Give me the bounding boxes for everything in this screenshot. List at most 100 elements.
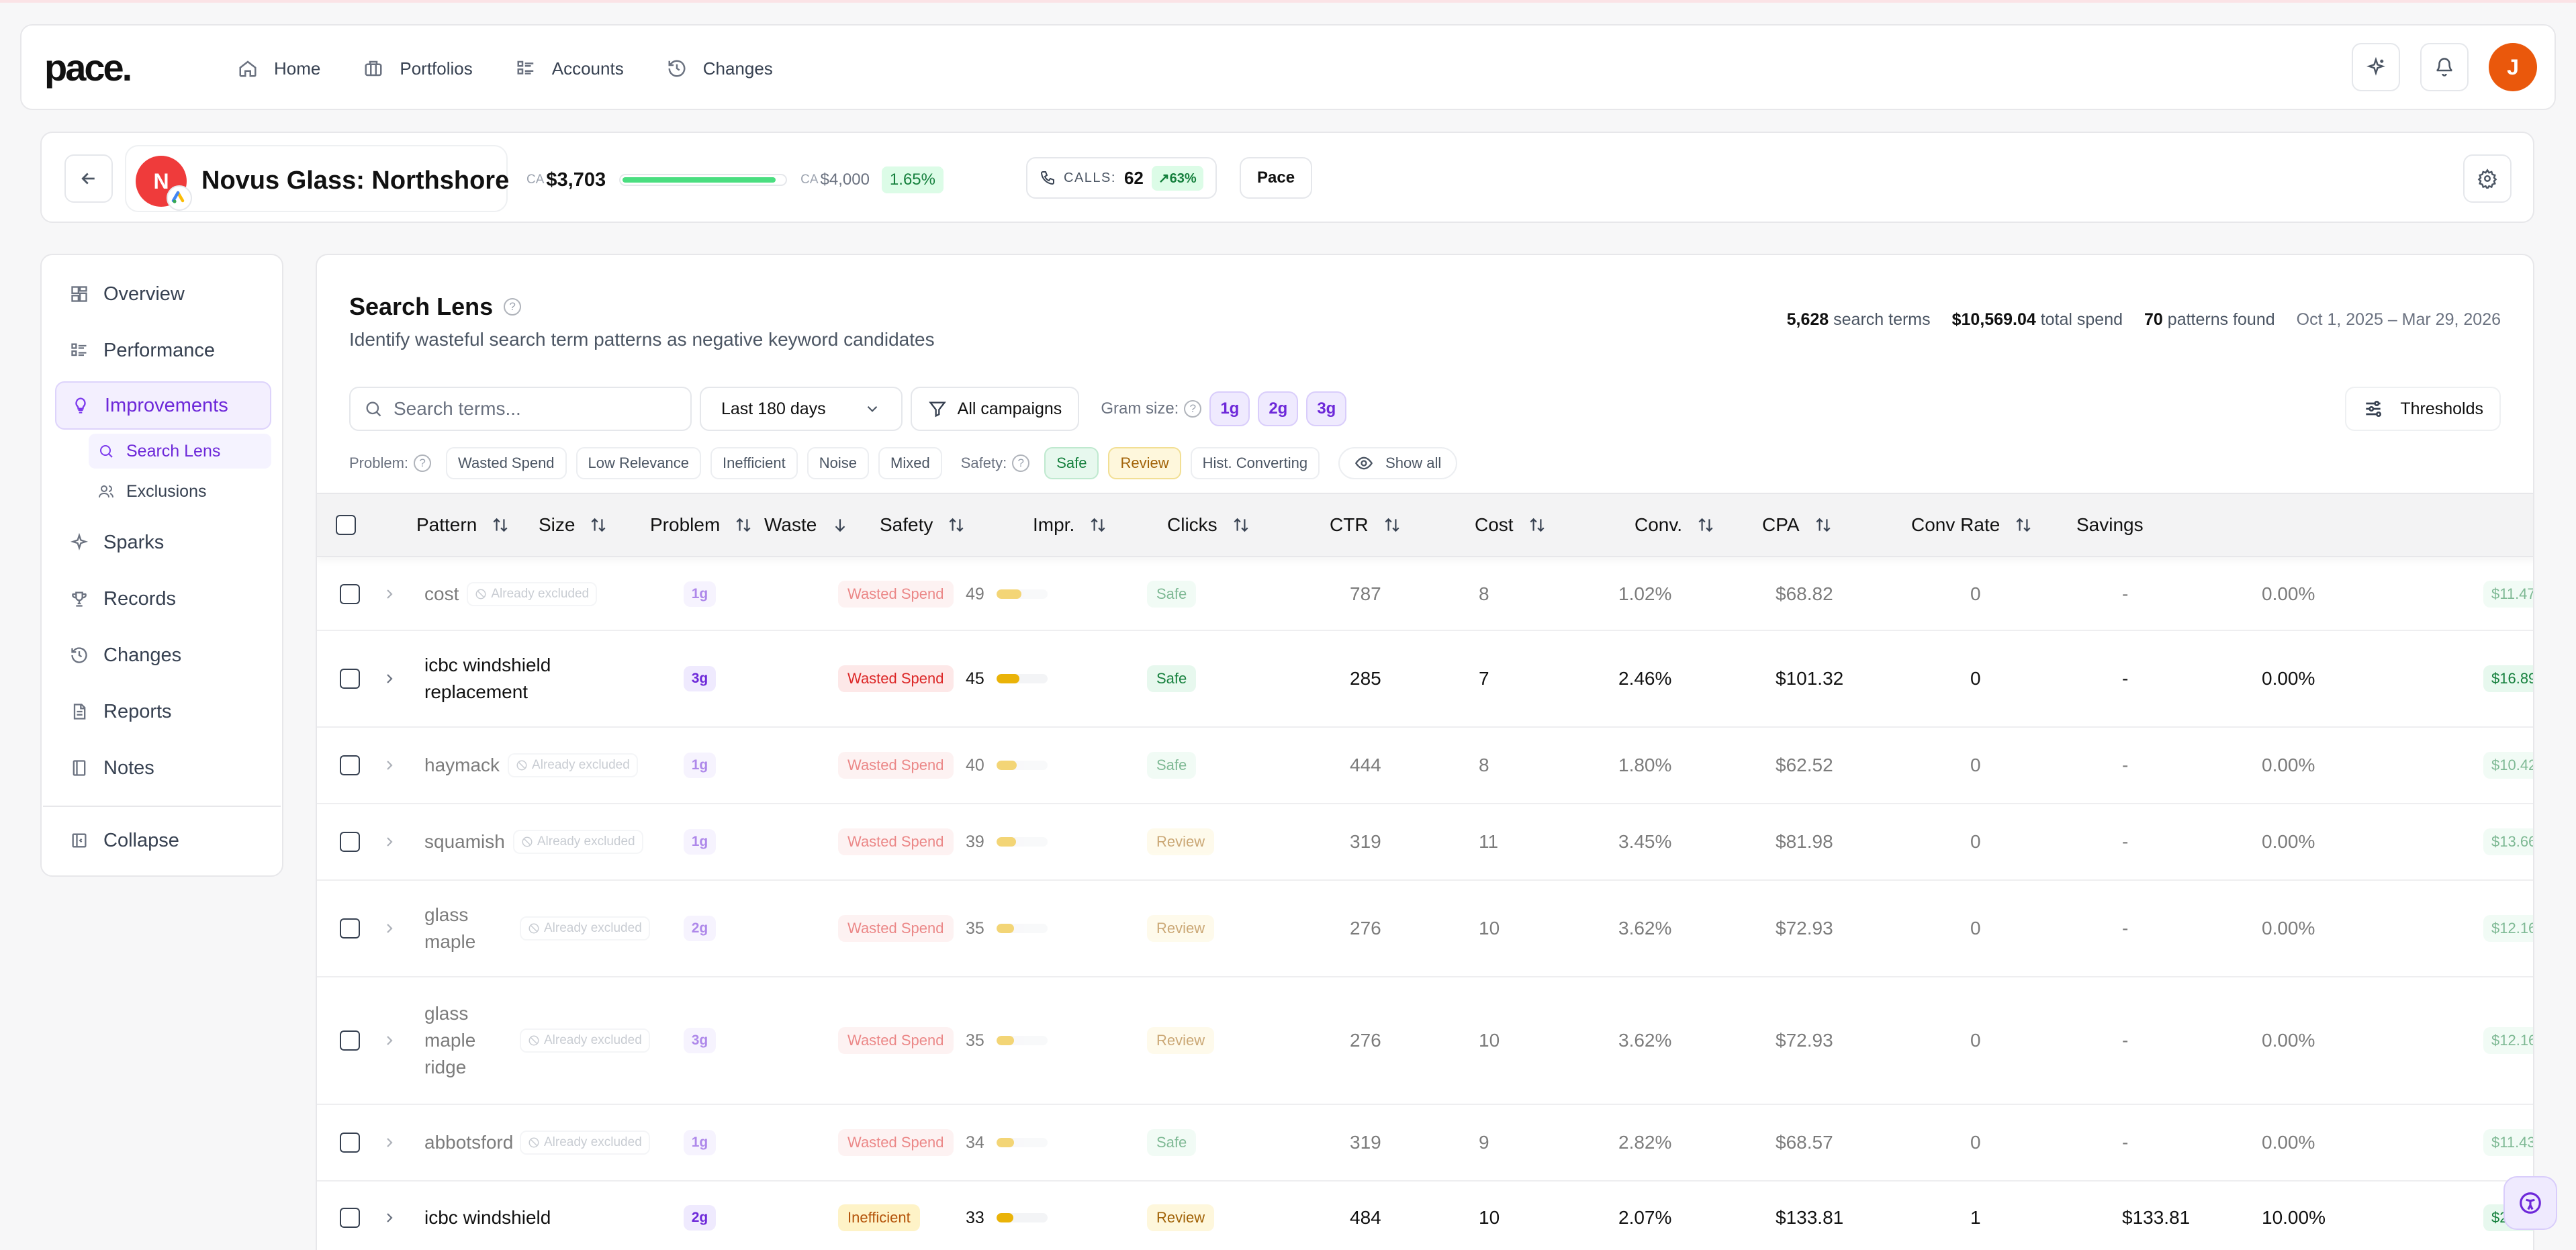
table-row[interactable]: abbotsford Already excluded 1g Wasted Spend… — [317, 1105, 2533, 1182]
problem-chip-low-relevance[interactable]: Low Relevance — [576, 447, 701, 479]
notifications-button[interactable] — [2420, 43, 2469, 91]
row-checkbox[interactable] — [340, 1133, 360, 1153]
settings-button[interactable] — [2463, 154, 2512, 203]
column-header-ctr[interactable]: CTR — [1330, 494, 1401, 556]
row-checkbox[interactable] — [340, 755, 360, 775]
help-icon[interactable]: ? — [414, 454, 432, 472]
row-checkbox[interactable] — [340, 669, 360, 689]
sidebar-subitem-exclusions[interactable]: Exclusions — [89, 474, 271, 509]
top-navigation: pace. Home Portfolios Accounts Changes J — [20, 24, 2556, 110]
column-header-problem[interactable]: Problem — [650, 494, 752, 556]
help-icon[interactable]: ? — [1012, 454, 1030, 472]
column-header-size[interactable]: Size — [539, 494, 607, 556]
row-checkbox[interactable] — [340, 918, 360, 939]
row-expand-button[interactable] — [381, 631, 398, 726]
safety-chip-hist-converting[interactable]: Hist. Converting — [1190, 447, 1320, 479]
row-checkbox[interactable] — [340, 584, 360, 604]
document-icon — [73, 704, 86, 720]
cost-value: $81.98 — [1776, 831, 1833, 852]
back-button[interactable] — [64, 154, 113, 203]
column-header-conv[interactable]: Conv. — [1635, 494, 1714, 556]
help-icon[interactable]: ? — [504, 298, 522, 316]
row-checkbox[interactable] — [340, 1208, 360, 1228]
show-all-button[interactable]: Show all — [1338, 447, 1458, 479]
accessibility-button[interactable] — [2503, 1176, 2557, 1230]
row-expand-button[interactable] — [381, 977, 398, 1104]
table-row[interactable]: squamish Already excluded 1g Wasted Spend 39… — [317, 804, 2533, 881]
table-row[interactable]: cost Already excluded 1g Wasted Spend 49 Safe… — [317, 559, 2533, 631]
nav-home[interactable]: Home — [223, 43, 335, 94]
brand-logo[interactable]: pace. — [44, 46, 132, 89]
ai-assistant-button[interactable] — [2352, 43, 2400, 91]
ctr-value: 1.80% — [1618, 755, 1672, 775]
gram-1g-chip[interactable]: 1g — [1209, 391, 1250, 426]
sidebar-subitem-search-lens[interactable]: Search Lens — [89, 434, 271, 469]
row-checkbox[interactable] — [340, 832, 360, 852]
column-header-conv-rate[interactable]: Conv Rate — [1911, 494, 2032, 556]
row-expand-button[interactable] — [381, 1105, 398, 1180]
column-header-savings[interactable]: Savings — [2076, 494, 2144, 556]
row-expand-button[interactable] — [381, 804, 398, 879]
table-row[interactable]: haymack Already excluded 1g Wasted Spend 40 S… — [317, 728, 2533, 804]
select-all-checkbox[interactable] — [336, 515, 356, 535]
user-avatar[interactable]: J — [2489, 43, 2537, 91]
sidebar-item-changes[interactable]: Changes — [55, 631, 271, 679]
problem-chip-noise[interactable]: Noise — [807, 447, 870, 479]
calls-chip[interactable]: CALLS: 62 ↗63% — [1026, 157, 1217, 199]
row-expand-button[interactable] — [381, 881, 398, 976]
nav-accounts[interactable]: Accounts — [501, 43, 639, 94]
table-row[interactable]: icbc windshield 2g Inefficient 33 Review 484 1… — [317, 1182, 2533, 1250]
safety-badge: Safe — [1147, 752, 1197, 779]
help-icon[interactable]: ? — [1184, 400, 1202, 418]
sidebar-item-records[interactable]: Records — [55, 575, 271, 623]
sidebar-collapse-button[interactable]: Collapse — [55, 816, 271, 865]
gram-2g-chip[interactable]: 2g — [1258, 391, 1299, 426]
cpa-value: - — [2122, 831, 2129, 852]
sidebar-item-sparks[interactable]: Sparks — [55, 518, 271, 567]
column-header-safety[interactable]: Safety — [880, 494, 965, 556]
safety-chip-review[interactable]: Review — [1108, 447, 1181, 479]
safety-badge: Review — [1147, 1204, 1215, 1231]
column-header-waste[interactable]: Waste — [764, 494, 849, 556]
table-row[interactable]: glass maple ridge Already excluded 3g Waste… — [317, 977, 2533, 1105]
row-expand-button[interactable] — [381, 1182, 398, 1250]
problem-chip-mixed[interactable]: Mixed — [878, 447, 942, 479]
table-row[interactable]: glass maple Already excluded 2g Wasted Spen… — [317, 881, 2533, 977]
safety-chip-safe[interactable]: Safe — [1044, 447, 1099, 479]
problem-chip-inefficient[interactable]: Inefficient — [710, 447, 798, 479]
sidebar-item-notes[interactable]: Notes — [55, 744, 271, 792]
column-header-pattern[interactable]: Pattern — [416, 494, 509, 556]
conversions-value: 0 — [1970, 831, 1981, 852]
nav-portfolios[interactable]: Portfolios — [349, 43, 487, 94]
problem-chip-wasted-spend[interactable]: Wasted Spend — [446, 447, 567, 479]
search-input[interactable] — [394, 398, 676, 420]
pattern-text: icbc windshield — [424, 1207, 551, 1228]
sidebar-item-performance[interactable]: Performance — [55, 326, 271, 375]
table-row[interactable]: icbc windshield replacement 3g Wasted Spen… — [317, 631, 2533, 728]
row-expand-button[interactable] — [381, 728, 398, 803]
gram-3g-chip[interactable]: 3g — [1306, 391, 1347, 426]
problem-badge: Wasted Spend — [838, 1129, 954, 1156]
row-expand-button[interactable] — [381, 559, 398, 630]
sidebar-item-reports[interactable]: Reports — [55, 687, 271, 736]
sidebar-item-improvements[interactable]: Improvements — [55, 381, 271, 430]
column-header-impr[interactable]: Impr. — [1033, 494, 1107, 556]
column-header-clicks[interactable]: Clicks — [1167, 494, 1250, 556]
date-range-select[interactable]: Last 180 days — [700, 387, 903, 431]
sidebar-item-overview[interactable]: Overview — [55, 270, 271, 318]
column-header-cpa[interactable]: CPA — [1762, 494, 1832, 556]
account-selector[interactable]: N Novus Glass: Northshore — [125, 145, 509, 212]
clicks-value: 8 — [1479, 583, 1489, 604]
thresholds-button[interactable]: Thresholds — [2345, 387, 2501, 431]
ban-icon — [528, 1137, 539, 1148]
collapse-label: Collapse — [103, 829, 179, 851]
pace-button[interactable]: Pace — [1240, 157, 1313, 199]
problem-badge: Wasted Spend — [838, 581, 954, 608]
pattern-text: abbotsford — [424, 1132, 514, 1153]
campaign-filter-button[interactable]: All campaigns — [910, 387, 1080, 431]
sidebar-collapse-icon — [72, 833, 87, 848]
column-header-cost[interactable]: Cost — [1475, 494, 1546, 556]
waste-bar-fill — [996, 924, 1015, 933]
nav-changes[interactable]: Changes — [652, 43, 788, 94]
row-checkbox[interactable] — [340, 1030, 360, 1051]
